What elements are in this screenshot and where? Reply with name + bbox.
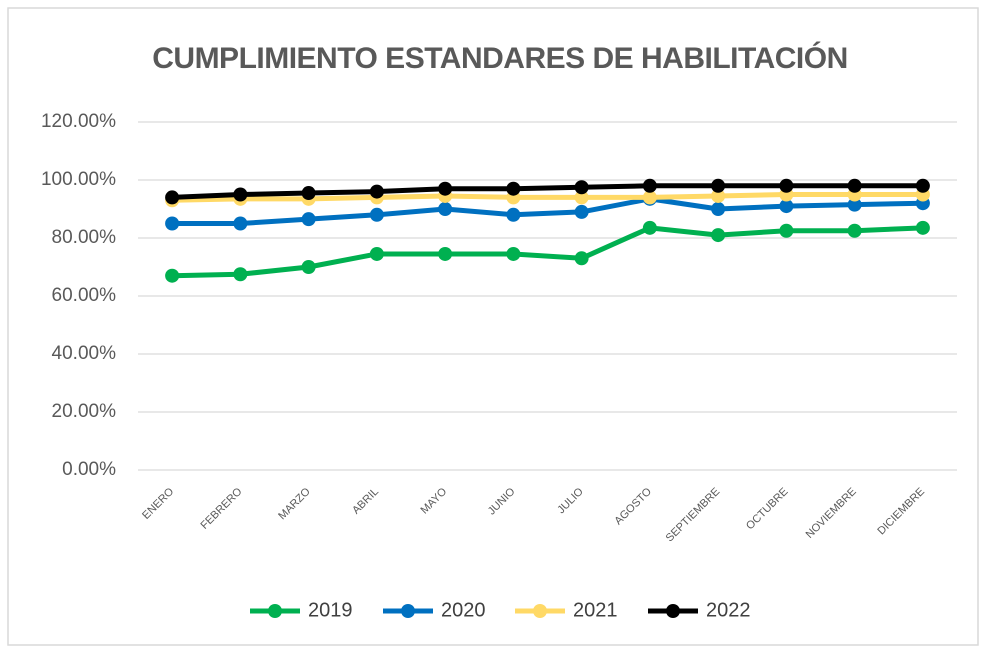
- marker: [574, 204, 589, 219]
- marker: [233, 267, 248, 282]
- series-line: [172, 183, 923, 200]
- marker: [301, 260, 316, 274]
- marker: [574, 180, 589, 195]
- marker: [438, 246, 453, 261]
- marker: [642, 190, 657, 205]
- marker: [301, 212, 316, 227]
- legend-label: 2020: [441, 599, 486, 621]
- legend-label: 2021: [573, 599, 618, 621]
- y-tick-label: 100.00%: [41, 169, 116, 190]
- legend-label: 2022: [706, 599, 751, 621]
- marker: [779, 199, 794, 214]
- y-tick-label: 60.00%: [52, 285, 117, 306]
- legend-marker: [268, 604, 282, 618]
- marker: [233, 216, 248, 231]
- marker: [915, 220, 930, 235]
- marker: [369, 207, 384, 222]
- legend-marker: [666, 604, 680, 618]
- marker: [642, 220, 657, 235]
- marker: [711, 202, 726, 216]
- series-line: [172, 192, 923, 203]
- marker: [711, 188, 726, 203]
- marker: [779, 178, 794, 193]
- marker: [847, 223, 862, 238]
- marker: [506, 181, 521, 196]
- series-line: [172, 196, 923, 226]
- marker: [369, 246, 384, 261]
- marker: [711, 228, 726, 243]
- marker: [165, 268, 180, 283]
- y-tick-label: 80.00%: [52, 227, 117, 248]
- y-tick-label: 0.00%: [62, 459, 116, 480]
- marker: [438, 202, 453, 216]
- marker: [915, 178, 930, 193]
- y-tick-label: 120.00%: [41, 111, 116, 132]
- marker: [233, 187, 248, 202]
- marker: [642, 178, 657, 193]
- marker: [506, 207, 521, 222]
- legend-marker: [533, 604, 547, 618]
- marker: [574, 190, 589, 205]
- marker: [847, 197, 862, 212]
- chart-border: [7, 7, 979, 646]
- marker: [369, 184, 384, 199]
- marker: [574, 251, 589, 266]
- marker: [506, 246, 521, 261]
- y-tick-label: 20.00%: [52, 401, 117, 422]
- chart-title: CUMPLIMIENTO ESTANDARES DE HABILITACIÓN: [152, 41, 848, 75]
- marker: [711, 178, 726, 193]
- marker: [779, 223, 794, 238]
- marker: [847, 178, 862, 193]
- marker: [165, 190, 180, 205]
- y-tick-label: 40.00%: [52, 343, 117, 364]
- marker: [165, 216, 180, 231]
- legend-label: 2019: [308, 599, 353, 621]
- legend-marker: [401, 604, 415, 618]
- marker: [438, 181, 453, 196]
- series-line: [172, 225, 923, 279]
- marker: [301, 186, 316, 201]
